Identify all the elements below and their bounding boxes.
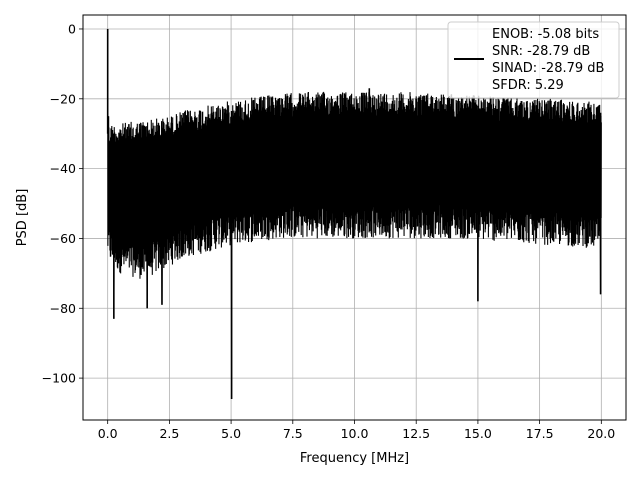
y-axis-label: PSD [dB] — [15, 189, 30, 247]
series-psd — [106, 28, 602, 400]
legend-box — [447, 21, 620, 99]
axes-frame — [82, 14, 627, 421]
legend-line-sfdr: SFDR: 5.29 — [492, 78, 564, 93]
y-tick-label: −20 — [50, 91, 76, 106]
psd-line — [107, 28, 602, 400]
y-tick-label: −40 — [50, 161, 76, 176]
x-tick-label: 0.0 — [98, 426, 118, 441]
x-tick-label: 5.0 — [221, 426, 241, 441]
x-tick-label: 2.5 — [159, 426, 179, 441]
legend: ENOB: -5.08 bits SNR: -28.79 dB SINAD: -… — [447, 21, 620, 99]
x-axis-label: Frequency [MHz] — [300, 451, 409, 466]
y-tick-label: 0 — [68, 21, 76, 36]
y-tick-label: −60 — [50, 231, 76, 246]
y-tick-label: −80 — [50, 301, 76, 316]
x-tick-label: 20.0 — [587, 426, 615, 441]
x-tick-label: 15.0 — [464, 426, 492, 441]
x-tick-label: 7.5 — [283, 426, 303, 441]
axis-ticks: 0.0 2.5 5.0 7.5 10.0 12.5 15.0 17.5 20.0 0 −20 −40 −… — [42, 21, 616, 441]
x-tick-label: 12.5 — [402, 426, 430, 441]
x-tick-label: 17.5 — [526, 426, 554, 441]
legend-line-snr: SNR: -28.79 dB — [492, 44, 590, 59]
legend-line-enob: ENOB: -5.08 bits — [492, 27, 599, 42]
y-tick-label: −100 — [42, 371, 76, 386]
legend-line-sinad: SINAD: -28.79 dB — [492, 61, 604, 76]
x-tick-label: 10.0 — [341, 426, 369, 441]
